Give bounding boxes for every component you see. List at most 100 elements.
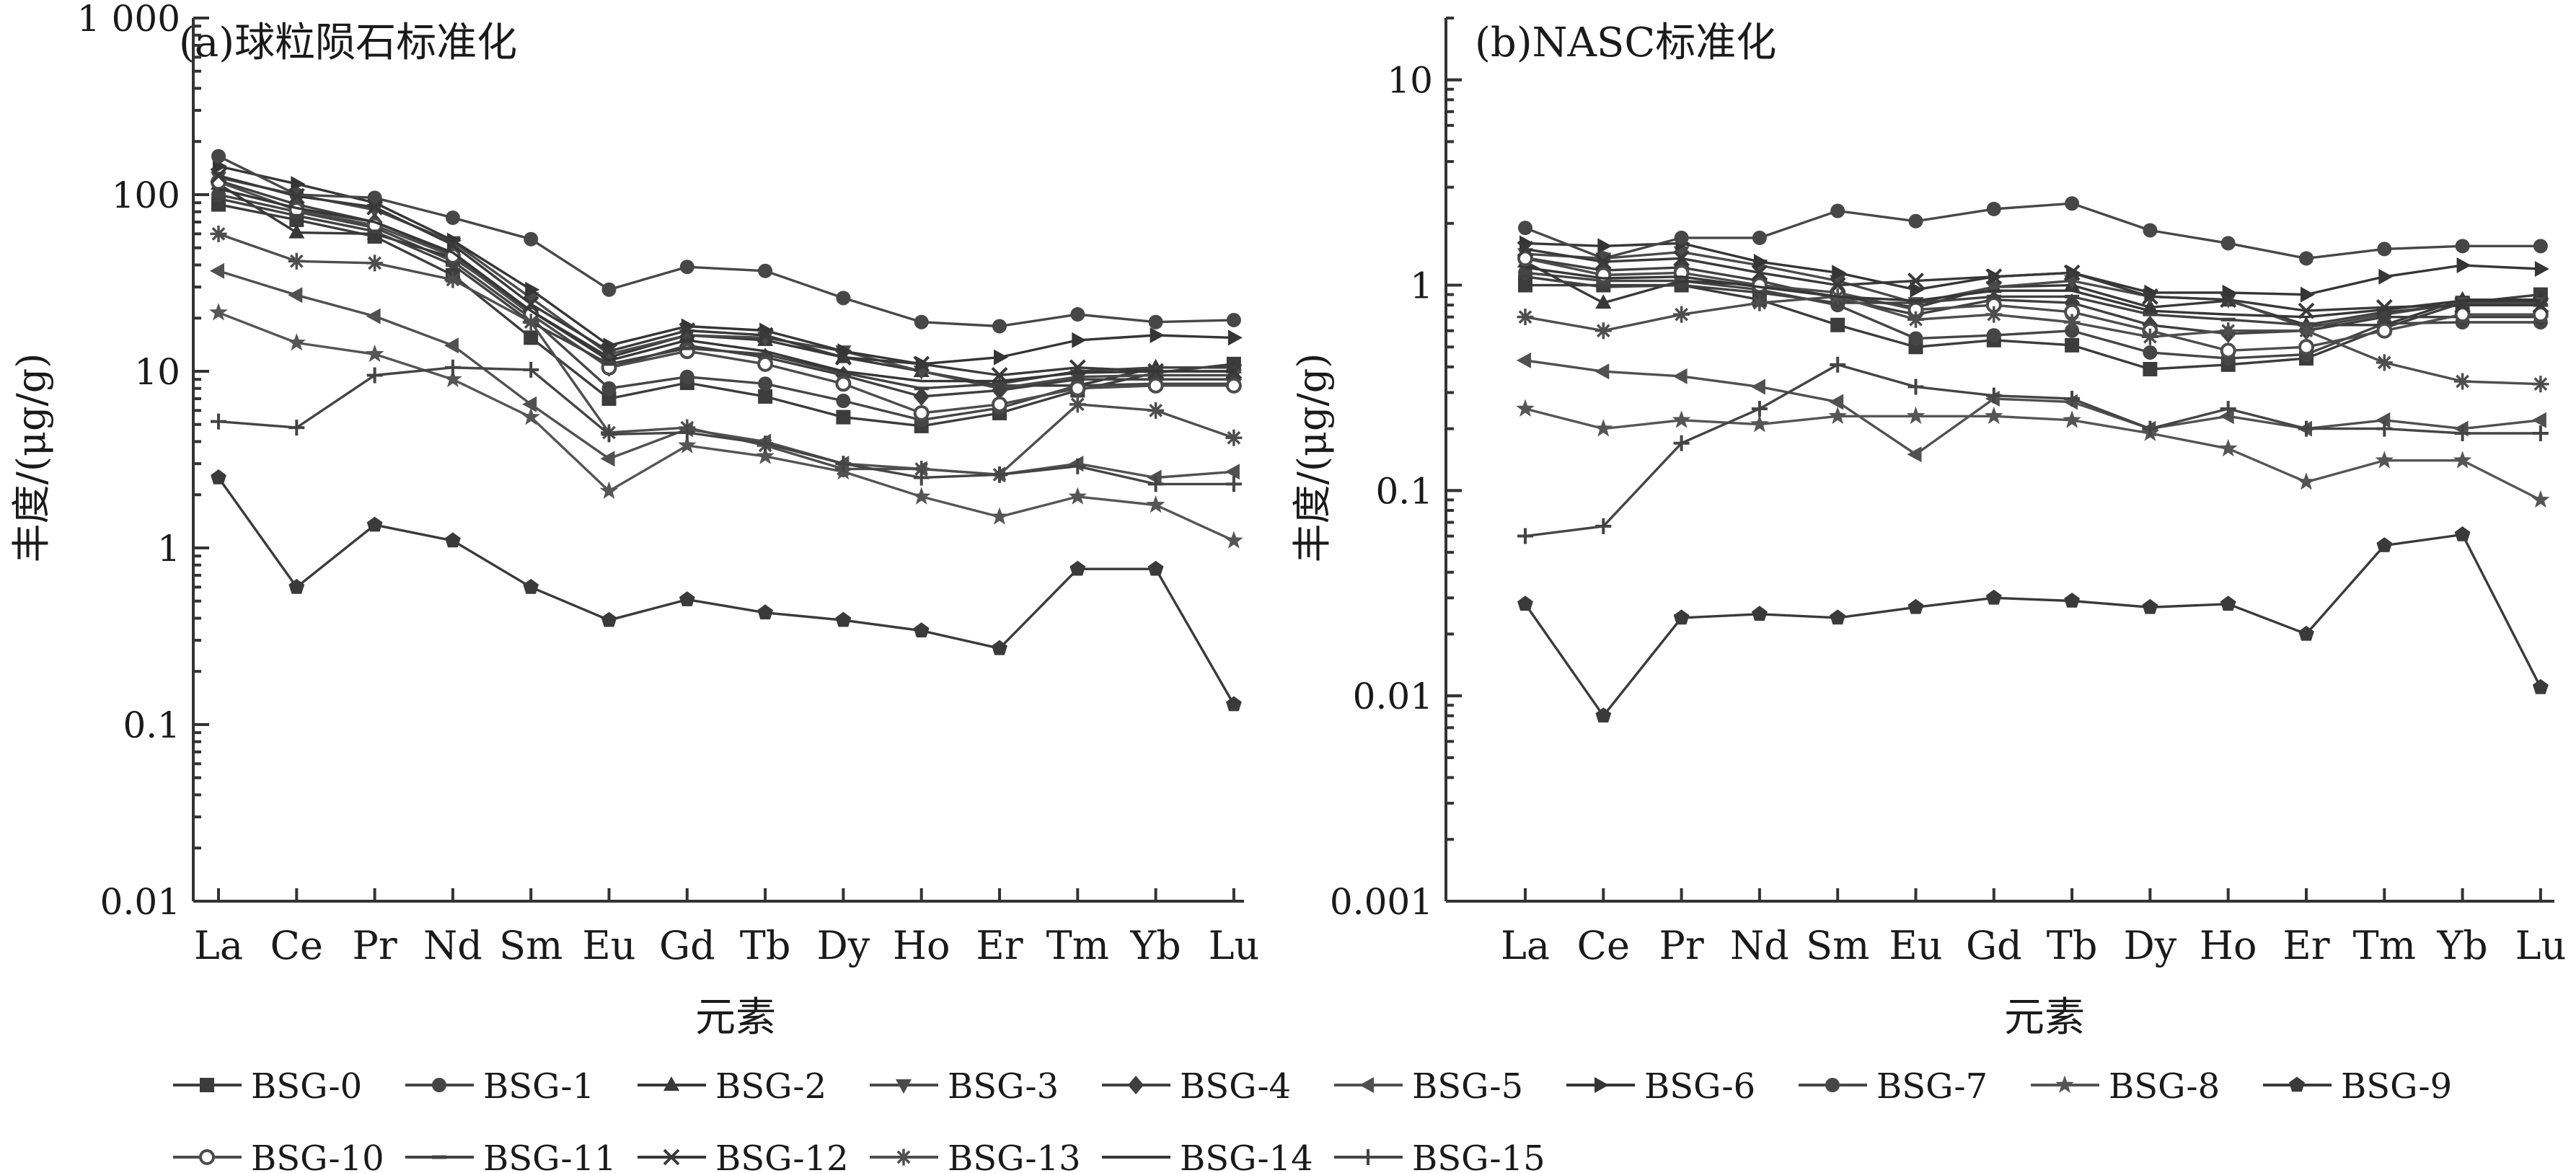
x-tick-label-tm: Tm (1046, 923, 1109, 968)
data-point (679, 260, 694, 275)
legend-item-bsg-5: BSG-5 (1334, 1066, 1523, 1107)
data-point (2378, 268, 2394, 285)
y-tick-label: 10 (1387, 60, 1433, 102)
data-point (1150, 327, 1165, 343)
series-line (218, 176, 1234, 390)
data-point (209, 303, 228, 321)
y-tick-label: 10 (134, 351, 180, 393)
data-point (1673, 250, 1690, 267)
x-tick-label-ce: Ce (270, 923, 323, 968)
legend-marker (432, 1078, 446, 1092)
data-point (679, 424, 695, 441)
legend-marker (663, 1076, 679, 1091)
data-point (757, 604, 773, 620)
data-point (2298, 625, 2314, 641)
x-tick-label-la: La (1501, 923, 1550, 968)
series-bsg-9 (211, 469, 1242, 712)
data-point (992, 466, 1007, 483)
data-point (522, 296, 539, 313)
data-point (445, 532, 461, 548)
legend-label: BSG-8 (2109, 1066, 2220, 1107)
legend-marker (199, 1149, 215, 1165)
data-point (679, 322, 696, 339)
legend-item-bsg-15: BSG-15 (1334, 1138, 1545, 1173)
data-point (2531, 412, 2546, 428)
data-point (2375, 451, 2394, 469)
data-point (1830, 203, 1845, 218)
data-point (2376, 322, 2393, 339)
legend-item-bsg-4: BSG-4 (1102, 1066, 1291, 1107)
data-point (1225, 429, 1243, 446)
series-line (1525, 363, 2541, 538)
data-point (2063, 264, 2081, 281)
data-point (1672, 410, 1691, 428)
data-point (367, 190, 382, 205)
data-point (992, 381, 1007, 400)
series-line (218, 187, 1234, 383)
series-bsg-6 (213, 158, 1243, 372)
series-bsg-15 (1517, 356, 2549, 544)
series-line (1525, 359, 2541, 456)
series-line (218, 193, 1234, 422)
legend-marker (1594, 1077, 1609, 1093)
data-point (1226, 696, 1242, 712)
series-line (218, 232, 1235, 476)
data-point (1518, 221, 1532, 236)
x-tick-label-eu: Eu (582, 923, 635, 968)
data-point (287, 333, 306, 351)
data-point (2141, 328, 2158, 345)
data-point (1595, 294, 1612, 309)
data-point (288, 187, 305, 205)
legend-label: BSG-7 (1876, 1066, 1988, 1107)
data-point (1068, 487, 1088, 505)
data-point (366, 308, 381, 324)
y-tick-label: 0.001 (1330, 881, 1433, 923)
data-point (2454, 306, 2471, 323)
data-point (1147, 476, 1164, 492)
data-point (990, 507, 1009, 525)
data-point (2376, 298, 2393, 316)
legend-marker (1359, 1077, 1374, 1093)
data-point (2065, 337, 2080, 353)
data-point (1069, 396, 1086, 413)
data-point (600, 451, 615, 467)
data-point (1830, 609, 1846, 625)
data-point (2142, 420, 2158, 437)
x-tick-label-sm: Sm (1806, 923, 1869, 968)
data-point (2454, 425, 2471, 441)
legend-label: BSG-3 (948, 1066, 1059, 1107)
data-point (2532, 425, 2549, 441)
data-point (1986, 201, 2001, 216)
data-point (835, 376, 852, 392)
legend-marker (896, 1079, 912, 1094)
data-point (679, 369, 694, 384)
data-point (1753, 254, 1768, 270)
data-point (2298, 322, 2315, 340)
data-point (1906, 406, 1926, 425)
data-point (1908, 331, 1923, 346)
series-line (1525, 260, 2541, 327)
series-line (217, 477, 1235, 705)
data-point (524, 231, 539, 247)
data-point (2533, 678, 2549, 694)
panel-a-y-axis-label: 丰度/(μg/g) (9, 353, 54, 563)
data-point (1672, 368, 1688, 384)
series-bsg-9 (1517, 526, 2549, 723)
x-tick-label-pr: Pr (1659, 923, 1704, 968)
data-point (913, 355, 930, 373)
x-tick-label-yb: Yb (1129, 923, 1181, 968)
data-point (2220, 596, 2236, 611)
data-point (601, 282, 617, 297)
data-point (444, 271, 462, 288)
legend-item-bsg-13: BSG-13 (870, 1138, 1081, 1173)
data-point (2141, 288, 2158, 305)
x-tick-label-ho: Ho (2200, 923, 2257, 968)
x-tick-label-yb: Yb (2436, 923, 2487, 968)
data-point (288, 252, 305, 270)
data-point (1225, 476, 1242, 492)
y-tick-label: 0.1 (1375, 470, 1433, 512)
data-point (913, 387, 930, 406)
data-point (525, 281, 540, 298)
series-line (218, 182, 1234, 387)
data-point (2220, 401, 2236, 417)
